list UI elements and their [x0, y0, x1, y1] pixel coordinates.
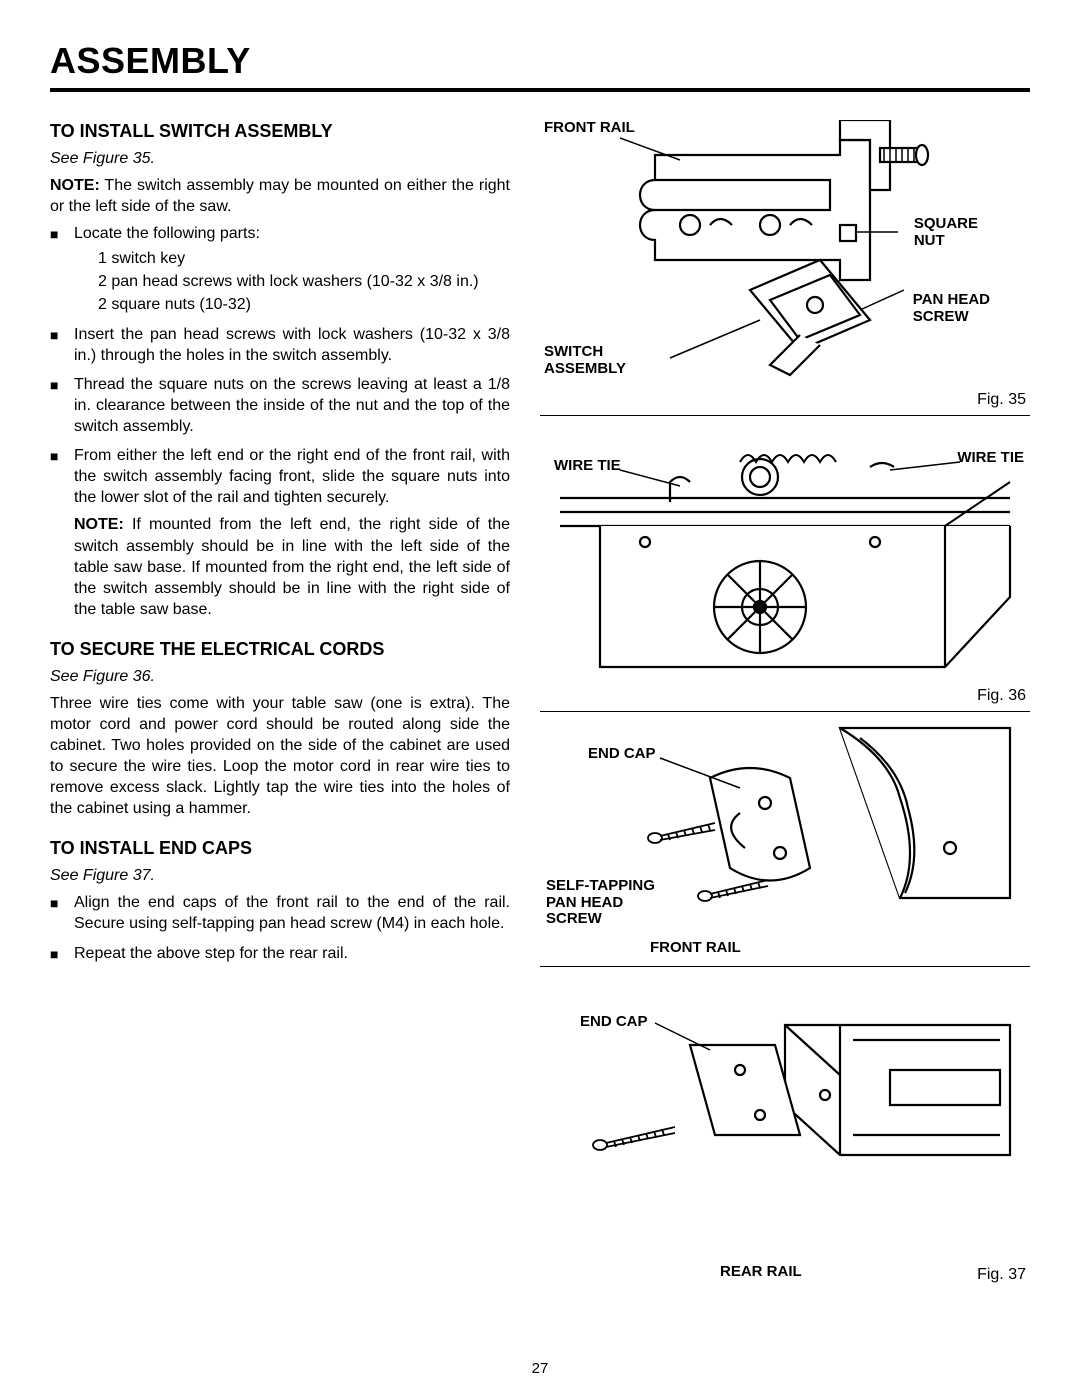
see-figure-36: See Figure 36. — [50, 666, 510, 687]
part-line: 2 square nuts (10-32) — [98, 294, 510, 315]
figure-37: END CAP SELF-TAPPING PAN HEAD SCREW FRON… — [540, 718, 1030, 1298]
note-text: If mounted from the left end, the right … — [74, 516, 510, 617]
section-heading-endcaps: TO INSTALL END CAPS — [50, 837, 510, 861]
figure-37-divider — [540, 966, 1030, 967]
figure-36-caption: Fig. 36 — [977, 687, 1026, 705]
bullet-item: From either the left end or the right en… — [50, 445, 510, 620]
label-rear-rail: REAR RAIL — [720, 1264, 802, 1281]
label-front-rail-37: FRONT RAIL — [650, 940, 741, 957]
bullet-item: Thread the square nuts on the screws lea… — [50, 374, 510, 437]
label-wire-tie-right: WIRE TIE — [957, 450, 1024, 467]
bullet-item: Locate the following parts: 1 switch key… — [50, 223, 510, 315]
bullet-item: Align the end caps of the front rail to … — [50, 892, 510, 934]
note-label: NOTE: — [50, 177, 100, 194]
bullet-item: Repeat the above step for the rear rail. — [50, 943, 510, 964]
part-line: 2 pan head screws with lock washers (10-… — [98, 271, 510, 292]
label-self-tapping: SELF-TAPPING PAN HEAD SCREW — [546, 878, 655, 928]
label-end-cap-1: END CAP — [588, 746, 656, 763]
see-figure-37: See Figure 37. — [50, 865, 510, 886]
switch-bullet-list: Locate the following parts: 1 switch key… — [50, 223, 510, 620]
bullet-text: Locate the following parts: — [74, 225, 260, 242]
page-number: 27 — [0, 1360, 1080, 1377]
note-label: NOTE: — [74, 516, 124, 533]
parts-sublist: 1 switch key 2 pan head screws with lock… — [98, 248, 510, 315]
bullet-text: From either the left end or the right en… — [74, 447, 510, 506]
see-figure-35: See Figure 35. — [50, 148, 510, 169]
cords-paragraph: Three wire ties come with your table saw… — [50, 693, 510, 820]
endcaps-bullet-list: Align the end caps of the front rail to … — [50, 892, 510, 963]
figure-35-caption: Fig. 35 — [977, 391, 1026, 409]
figure-36: WIRE TIE WIRE TIE Fig. 36 — [540, 422, 1030, 712]
bullet-item: Insert the pan head screws with lock was… — [50, 324, 510, 366]
part-line: 1 switch key — [98, 248, 510, 269]
label-end-cap-2: END CAP — [580, 1014, 648, 1031]
figure-37-caption: Fig. 37 — [977, 1266, 1026, 1284]
label-square-nut: SQUARE NUT — [914, 216, 978, 249]
label-wire-tie-left: WIRE TIE — [554, 458, 621, 475]
note-text: The switch assembly may be mounted on ei… — [50, 177, 510, 215]
right-column: FRONT RAIL SQUARE NUT PAN HEAD SCREW SWI… — [540, 120, 1030, 1304]
figure-35: FRONT RAIL SQUARE NUT PAN HEAD SCREW SWI… — [540, 120, 1030, 416]
label-pan-head-screw: PAN HEAD SCREW — [913, 292, 990, 325]
left-column: TO INSTALL SWITCH ASSEMBLY See Figure 35… — [50, 120, 510, 1304]
section-heading-cords: TO SECURE THE ELECTRICAL CORDS — [50, 638, 510, 662]
label-front-rail: FRONT RAIL — [544, 120, 635, 137]
nested-note: NOTE: If mounted from the left end, the … — [74, 514, 510, 620]
page-title: ASSEMBLY — [50, 40, 1030, 92]
note-switch: NOTE: The switch assembly may be mounted… — [50, 175, 510, 217]
section-heading-switch: TO INSTALL SWITCH ASSEMBLY — [50, 120, 510, 144]
label-switch-assembly: SWITCH ASSEMBLY — [544, 344, 626, 377]
